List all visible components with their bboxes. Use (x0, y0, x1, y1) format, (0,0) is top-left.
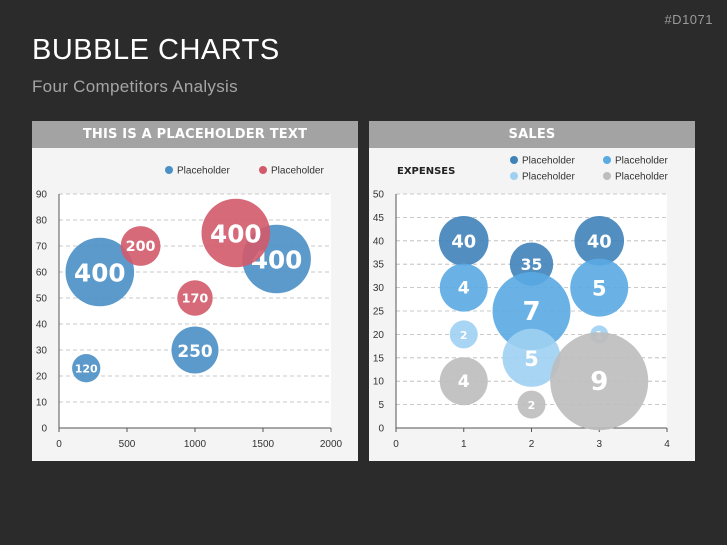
slide-title: BUBBLE CHARTS (32, 34, 280, 66)
legend-label: Placeholder (522, 172, 575, 183)
y-tick-label: 0 (41, 424, 47, 435)
x-tick-label: 1 (461, 439, 467, 450)
legend-label: Placeholder (615, 172, 668, 183)
bubble (439, 263, 488, 312)
y-axis-label: EXPENSES (397, 166, 455, 177)
y-tick-label: 50 (373, 190, 385, 201)
bubble-label: 5 (524, 347, 539, 371)
chart-panel-left: THIS IS A PLACEHOLDER TEXT 0 10 20 30 40 50 60… (32, 121, 358, 461)
bubble (502, 328, 561, 387)
bubble (574, 216, 625, 266)
y-tick-label: 80 (36, 216, 48, 227)
bubble (171, 326, 219, 374)
bubble (177, 280, 213, 316)
bubble-label: 170 (182, 292, 209, 307)
x-tick-label: 1000 (184, 439, 207, 450)
y-tick-label: 30 (373, 283, 385, 294)
bubble-label: 7 (522, 297, 540, 327)
bubble-label: 400 (74, 259, 126, 288)
x-tick-label: 2000 (320, 439, 343, 450)
bubble (550, 332, 649, 431)
x-tick-label: 3 (596, 439, 602, 450)
bubble (492, 272, 571, 350)
y-tick-label: 40 (373, 236, 385, 247)
legend-label: Placeholder (615, 156, 668, 167)
bubble (201, 198, 271, 268)
bubble-label: 5 (592, 277, 607, 301)
y-tick-label: 10 (373, 377, 385, 388)
legend-marker (510, 172, 518, 180)
y-tick-label: 15 (373, 353, 385, 364)
y-tick-label: 35 (373, 260, 385, 271)
y-tick-label: 45 (373, 213, 385, 224)
x-tick-label: 2 (529, 439, 535, 450)
bubble-label: 250 (177, 341, 212, 361)
bubble-label: 9 (590, 367, 608, 397)
legend-label: Placeholder (177, 166, 230, 177)
bubble-label: 40 (587, 231, 612, 252)
legend-label: Placeholder (271, 166, 324, 177)
y-tick-label: 60 (36, 268, 48, 279)
x-tick-label: 1500 (252, 439, 275, 450)
x-tick-label: 500 (119, 439, 136, 450)
legend-marker (603, 172, 611, 180)
x-tick-label: 0 (56, 439, 62, 450)
bubble-label: 200 (126, 239, 156, 255)
legend-marker (259, 166, 267, 174)
x-tick-label: 4 (664, 439, 670, 450)
bubble (449, 320, 478, 349)
bubble-label: 400 (210, 220, 262, 249)
y-tick-label: 90 (36, 190, 48, 201)
x-tick-label: 0 (393, 439, 399, 450)
y-tick-label: 25 (373, 307, 385, 318)
legend-marker (510, 156, 518, 164)
y-tick-label: 5 (378, 400, 384, 411)
bubble (438, 216, 489, 266)
y-tick-label: 0 (378, 424, 384, 435)
bubble (439, 357, 488, 406)
bubble-label: 4 (458, 279, 470, 299)
y-tick-label: 40 (36, 320, 48, 331)
bubble (72, 354, 101, 383)
bubble (120, 226, 161, 266)
bubble-label: 40 (451, 231, 476, 252)
slide-id: #D1071 (664, 12, 713, 27)
chart-panel-right: SALES 0 5 10 15 20 25 30 35 40 45 50 0 1 2 3 4 EXPENSES P… (369, 121, 695, 461)
bubble (517, 390, 546, 419)
y-tick-label: 50 (36, 294, 48, 305)
chart-left-title: THIS IS A PLACEHOLDER TEXT (32, 121, 358, 148)
legend-label: Placeholder (522, 156, 575, 167)
bubble-label: 35 (521, 256, 543, 274)
y-tick-label: 20 (36, 372, 48, 383)
bubble-label: 2 (460, 329, 468, 342)
legend-marker (165, 166, 173, 174)
y-tick-label: 20 (373, 330, 385, 341)
bubble (65, 237, 135, 307)
bubble-label: 4 (458, 372, 470, 392)
bubble-label: 120 (75, 363, 98, 376)
bubble-chart-left: 0 10 20 30 40 50 60 70 80 90 0 500 1000 1500 2000 Place… (36, 166, 343, 451)
bubble-label: 2 (528, 399, 536, 412)
legend-marker (603, 156, 611, 164)
y-tick-label: 70 (36, 242, 48, 253)
slide-subtitle: Four Competitors Analysis (32, 77, 238, 96)
bubble (570, 258, 629, 317)
y-tick-label: 30 (36, 346, 48, 357)
chart-right-title: SALES (369, 121, 695, 148)
y-tick-label: 10 (36, 398, 48, 409)
